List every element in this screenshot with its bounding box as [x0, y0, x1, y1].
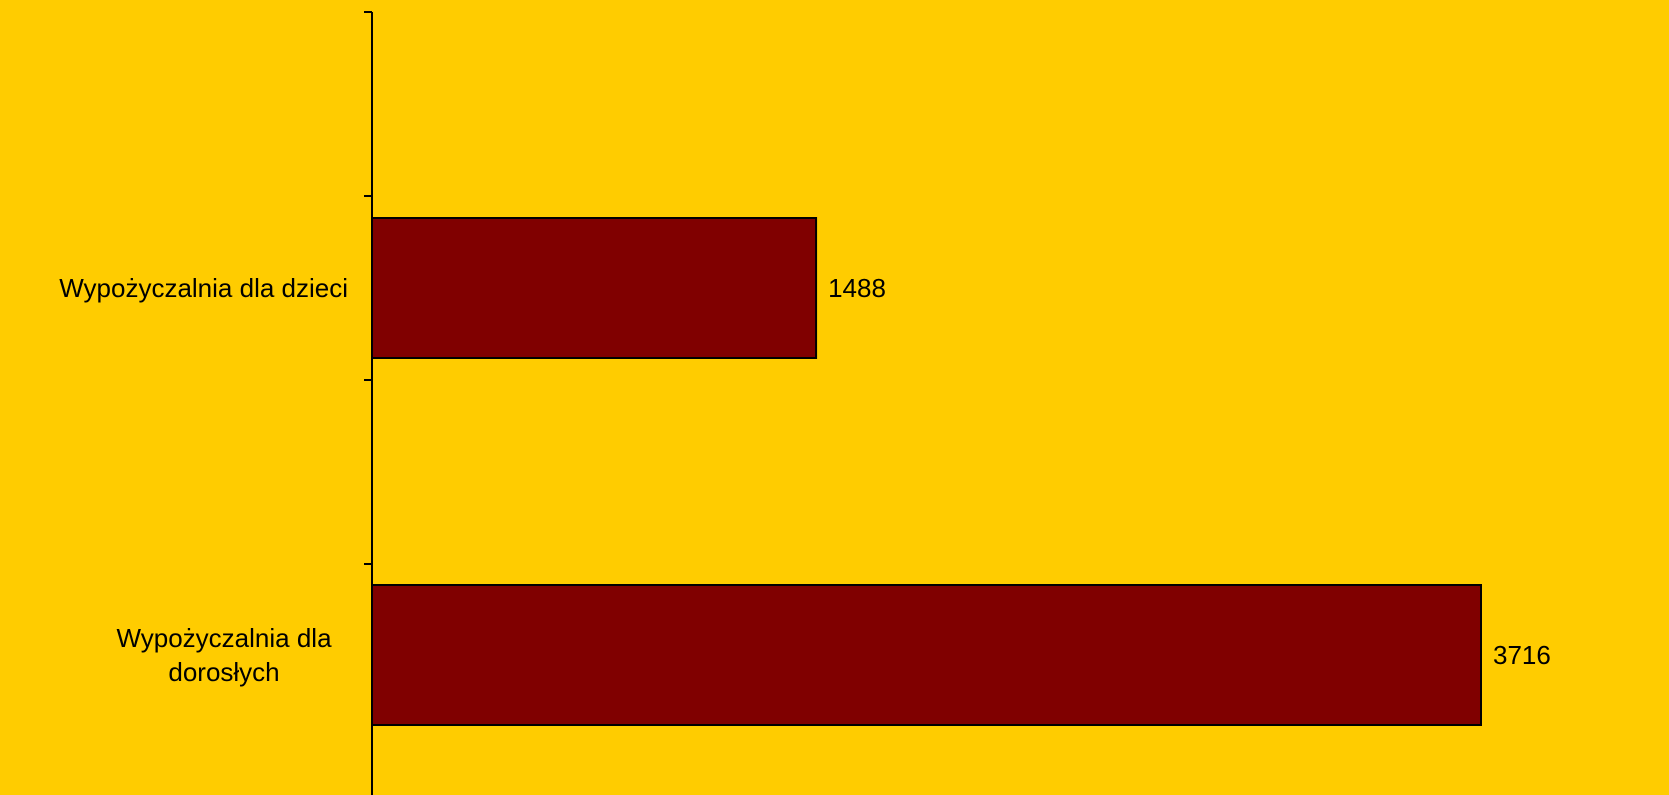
data-label-1: 1488 — [828, 273, 886, 303]
category-label-line: Wypożyczalnia dla — [116, 623, 332, 653]
bar-1 — [371, 217, 818, 359]
labels-layer: 1488 Wypożyczalnia dla dzieci 3716 Wypożycz… — [59, 273, 1551, 687]
y-axis — [364, 11, 373, 795]
bars-layer — [371, 217, 1482, 726]
category-label-2: Wypożyczalnia dla dorosłych — [116, 623, 332, 687]
category-label-line: dorosłych — [168, 657, 279, 687]
category-label-line: Wypożyczalnia dla dzieci — [59, 273, 348, 303]
bar-2 — [371, 584, 1482, 726]
data-label-2: 3716 — [1493, 640, 1551, 670]
category-label-1: Wypożyczalnia dla dzieci — [59, 273, 348, 303]
